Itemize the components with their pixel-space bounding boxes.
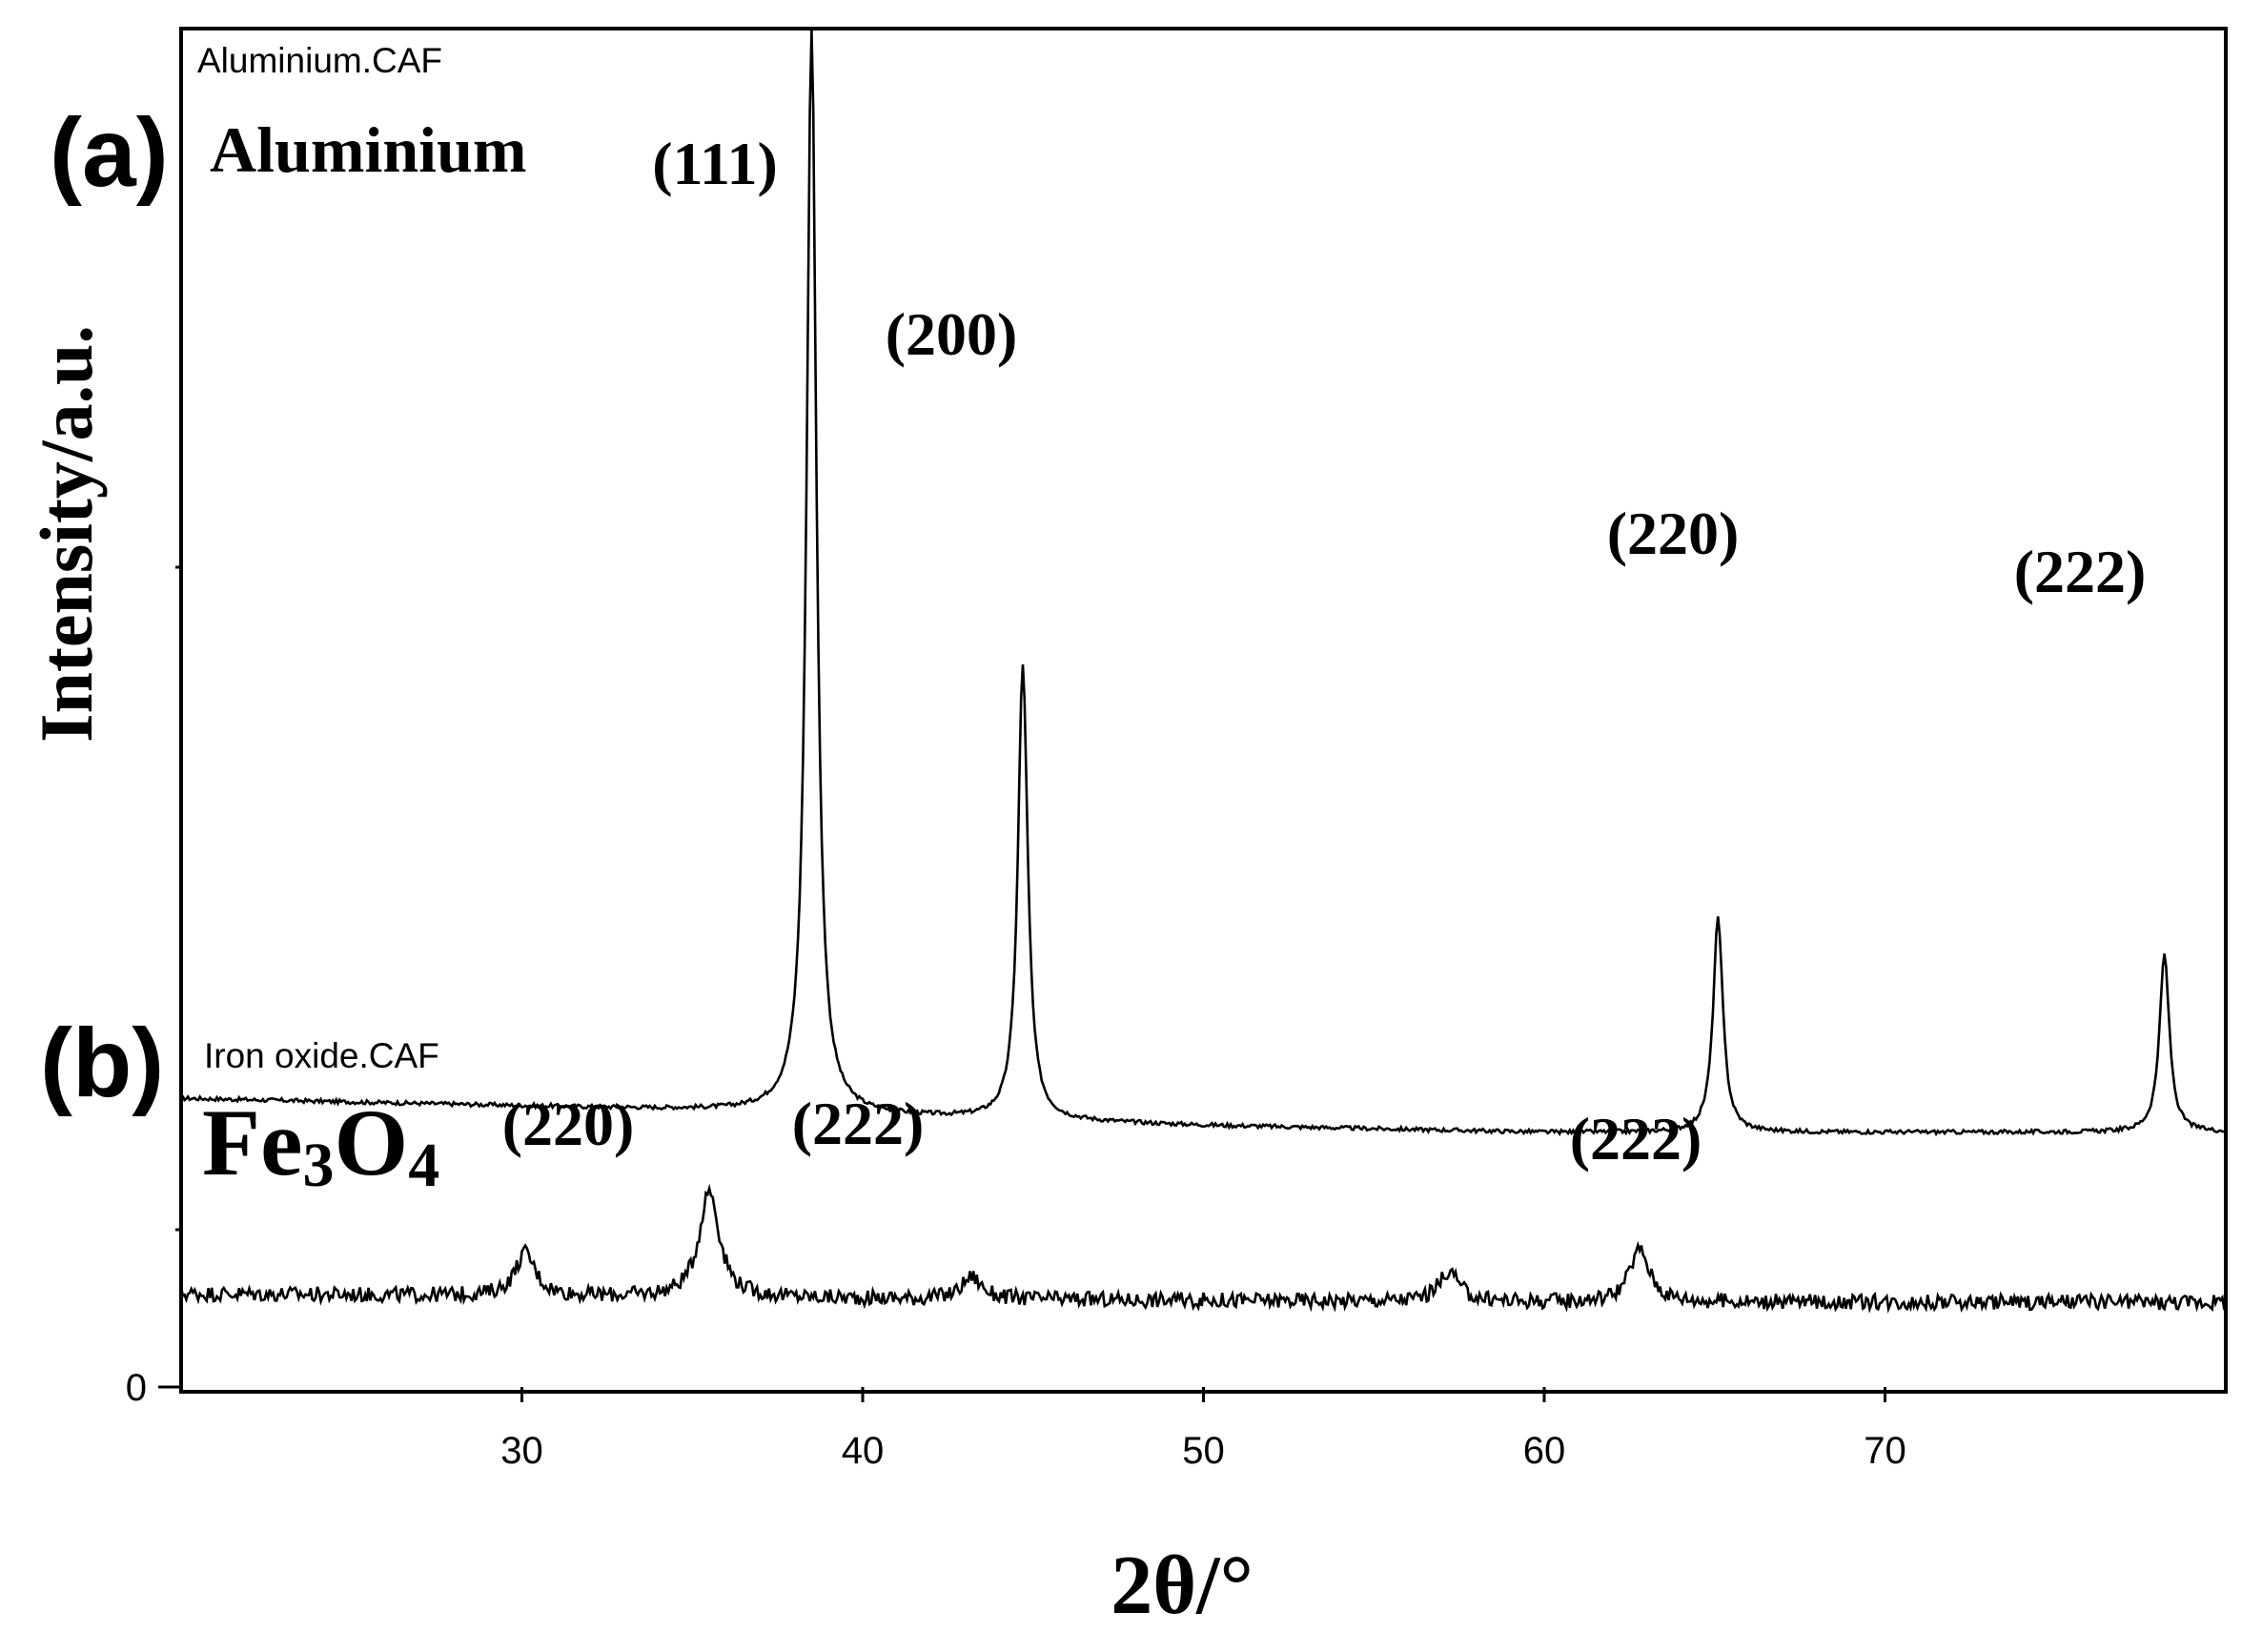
panel-tag-b: (b)	[40, 1009, 164, 1117]
peak-label-a-222: (222)	[2014, 538, 2147, 605]
x-tick-label: 60	[1523, 1430, 1566, 1472]
series-line-iron-oxide	[179, 1183, 2227, 1314]
panel-tag-a: (a)	[50, 98, 169, 207]
peak-label-a-220: (220)	[1607, 500, 1740, 567]
series-line-aluminium	[180, 30, 2227, 1137]
x-tick-label: 40	[842, 1430, 885, 1472]
x-axis-title: 2θ/°	[1111, 1540, 1253, 1632]
axis-ticks: 30 40 50 60 70 0	[126, 565, 1906, 1472]
y-axis-title: Intensity/a.u.	[25, 325, 108, 743]
peak-label-a-200: (200)	[886, 300, 1018, 368]
peak-label-a-111: (111)	[652, 130, 778, 197]
x-tick-label: 30	[500, 1430, 543, 1472]
series-a-file-label: Aluminium.CAF	[197, 41, 442, 80]
series-b-file-label: Iron oxide.CAF	[204, 1036, 439, 1075]
y-tick-label: 0	[126, 1367, 147, 1409]
peak-label-b-220: (220)	[502, 1091, 635, 1158]
peak-label-b-222-first: (222)	[792, 1090, 925, 1157]
peak-label-b-222-second: (222)	[1570, 1105, 1702, 1173]
plot-frame	[179, 27, 2228, 1394]
fe3o4-label: Fe3O4	[202, 1090, 439, 1200]
aluminium-label: Aluminium	[210, 113, 527, 186]
x-tick-label: 50	[1182, 1430, 1225, 1472]
series-group	[179, 30, 2227, 1314]
x-tick-label: 70	[1864, 1430, 1906, 1472]
